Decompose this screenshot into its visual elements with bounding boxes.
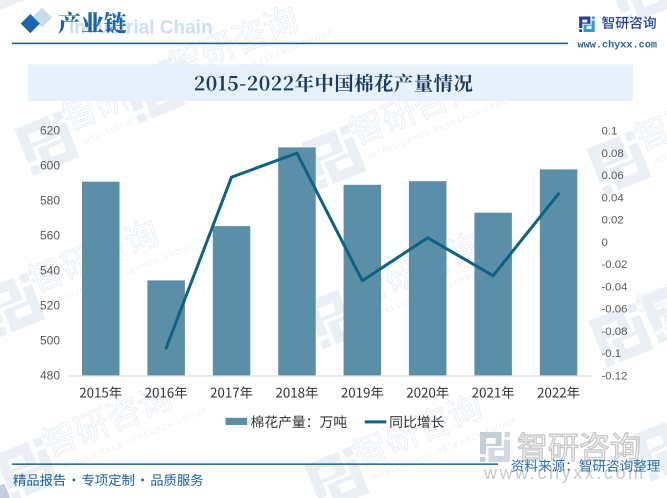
- svg-text:-0.06: -0.06: [602, 304, 628, 316]
- svg-text:0: 0: [602, 237, 608, 249]
- svg-text:580: 580: [40, 194, 60, 208]
- svg-text:620: 620: [40, 124, 60, 138]
- svg-text:-0.12: -0.12: [602, 371, 628, 383]
- svg-text:-0.02: -0.02: [602, 259, 628, 271]
- svg-text:-0.08: -0.08: [602, 326, 628, 338]
- svg-text:-0.1: -0.1: [602, 348, 622, 360]
- svg-text:0.02: 0.02: [602, 215, 624, 227]
- svg-text:Industrial Chain: Industrial Chain: [69, 18, 213, 39]
- svg-text:480: 480: [40, 369, 60, 383]
- svg-text:600: 600: [40, 159, 60, 173]
- svg-text:0.06: 0.06: [602, 170, 624, 182]
- svg-text:0.04: 0.04: [602, 192, 624, 204]
- svg-text:500: 500: [40, 334, 60, 348]
- svg-text:520: 520: [40, 299, 60, 313]
- svg-text:560: 560: [40, 229, 60, 243]
- svg-text:-0.04: -0.04: [602, 281, 628, 293]
- svg-text:0.1: 0.1: [602, 126, 618, 138]
- svg-text:www.chyxx.com: www.chyxx.com: [483, 463, 646, 483]
- svg-text:540: 540: [40, 264, 60, 278]
- svg-text:0.08: 0.08: [602, 148, 624, 160]
- svg-text:www.chyxx.com: www.chyxx.com: [578, 40, 657, 52]
